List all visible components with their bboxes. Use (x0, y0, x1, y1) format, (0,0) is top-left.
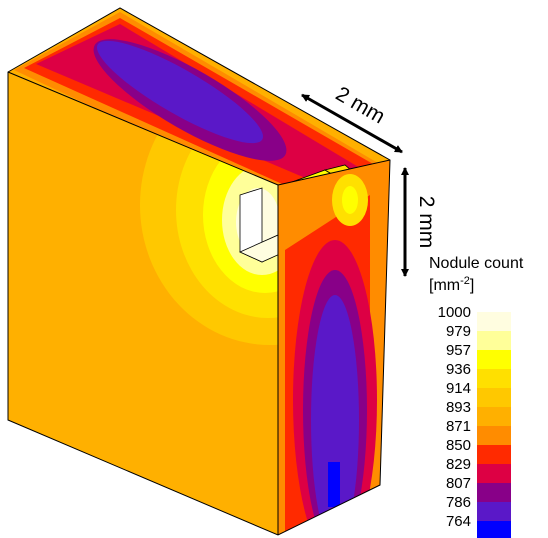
dimension-label-vertical: 2 mm (415, 196, 438, 249)
legend-unit-close: ] (470, 277, 474, 294)
legend-unit: [mm-2] (429, 275, 474, 294)
legend-swatch-829 (477, 464, 511, 483)
legend-label-807: 807 (446, 475, 471, 492)
legend-label-936: 936 (446, 361, 471, 378)
legend-unit-base: [mm (429, 277, 460, 294)
legend-label-1000: 1000 (438, 304, 471, 321)
legend-label-893: 893 (446, 399, 471, 416)
legend-label-957: 957 (446, 342, 471, 359)
dimension-label-horizontal: 2 mm (332, 82, 389, 128)
right-face (278, 160, 390, 535)
legend-label-914: 914 (446, 380, 471, 397)
legend-swatch-914 (477, 388, 511, 407)
legend-label-979: 979 (446, 323, 471, 340)
block-outline (7, 7, 391, 536)
legend-swatch-807 (477, 483, 511, 502)
legend-swatch-936 (477, 369, 511, 388)
legend-swatch-850 (477, 445, 511, 464)
legend-swatch-786 (477, 502, 511, 521)
legend-swatch-957 (477, 350, 511, 369)
legend-label-829: 829 (446, 456, 471, 473)
legend-swatch-764 (477, 521, 511, 538)
dimension-arrow-horizontal (301, 93, 403, 154)
legend-unit-exp: -2 (460, 275, 470, 287)
legend-items: 1000 979 957 936 914 893 871 850 829 807 786 764 (438, 304, 511, 538)
legend: Nodule count [mm-2] 1000 979 957 936 914 893 8… (429, 255, 524, 538)
legend-label-871: 871 (446, 418, 471, 435)
legend-label-764: 764 (446, 513, 471, 530)
legend-label-850: 850 (446, 437, 471, 454)
legend-swatch-893 (477, 407, 511, 426)
dimension-vertical: 2 mm (401, 167, 438, 277)
legend-swatch-979 (477, 331, 511, 350)
legend-swatch-871 (477, 426, 511, 445)
legend-label-786: 786 (446, 494, 471, 511)
legend-title: Nodule count (429, 255, 524, 272)
legend-swatch-1000 (477, 312, 511, 331)
